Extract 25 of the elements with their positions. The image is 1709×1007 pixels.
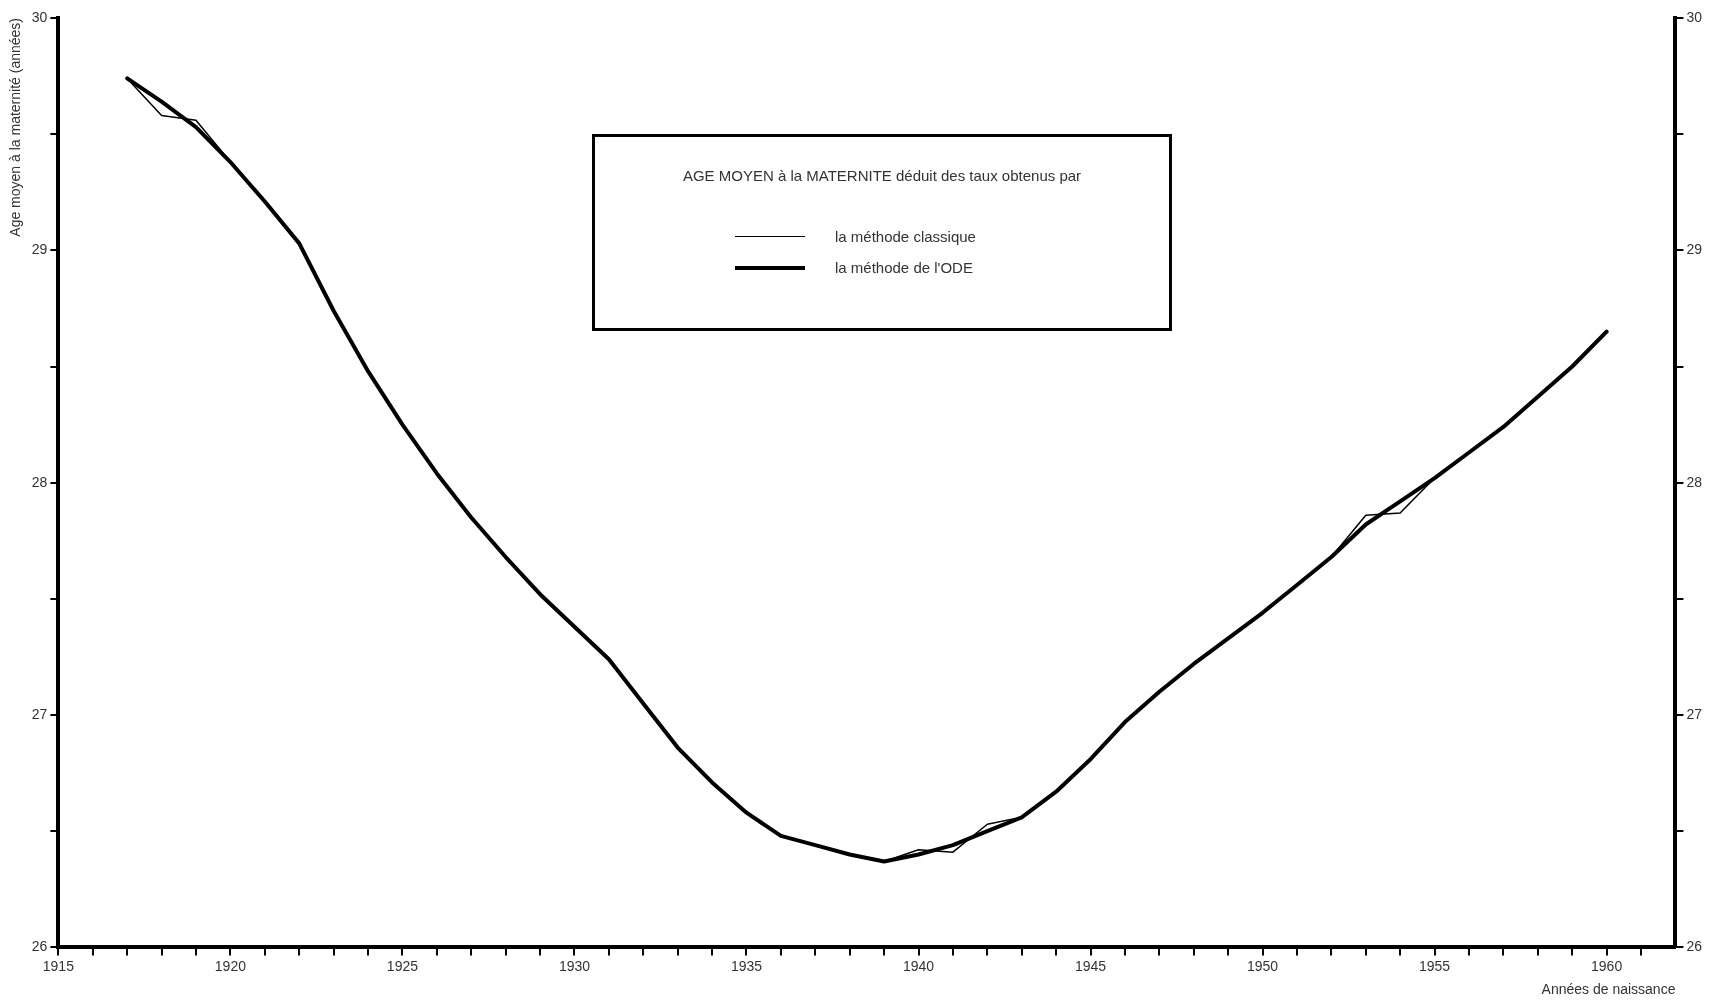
- y-tick-label: 29: [31, 241, 48, 258]
- x-tick-label: 1925: [386, 957, 419, 974]
- y-tick-label: 30: [31, 8, 48, 25]
- x-tick-label: 1935: [730, 957, 763, 974]
- legend-label: la méthode classique: [835, 228, 976, 245]
- y2-tick-label: 28: [1686, 473, 1703, 490]
- x-tick-label: 1920: [214, 957, 247, 974]
- x-tick-label: 1960: [1591, 957, 1623, 974]
- y2-tick-label: 29: [1686, 241, 1703, 258]
- legend-title: AGE MOYEN à la MATERNITE déduit des taux obtenus par: [681, 167, 1083, 184]
- x-tick-label: 1955: [1419, 957, 1451, 974]
- x-tick-label: 1950: [1246, 957, 1279, 974]
- y-axis-title: Age moyen à la maternité (années): [7, 18, 24, 237]
- y-tick-label: 26: [31, 938, 48, 955]
- x-tick-label: 1915: [42, 957, 75, 974]
- y-tick-label: 27: [31, 705, 48, 722]
- x-tick-label: 1940: [902, 957, 935, 974]
- y-tick-label: 28: [31, 473, 48, 490]
- x-tick-label: 1945: [1074, 957, 1107, 974]
- legend-label: la méthode de l'ODE: [835, 259, 973, 276]
- x-axis-title: Années de naissance: [1541, 981, 1676, 998]
- y2-tick-label: 27: [1686, 705, 1703, 722]
- y2-tick-label: 26: [1686, 938, 1703, 955]
- x-tick-label: 1930: [558, 957, 591, 974]
- y2-tick-label: 30: [1686, 8, 1703, 25]
